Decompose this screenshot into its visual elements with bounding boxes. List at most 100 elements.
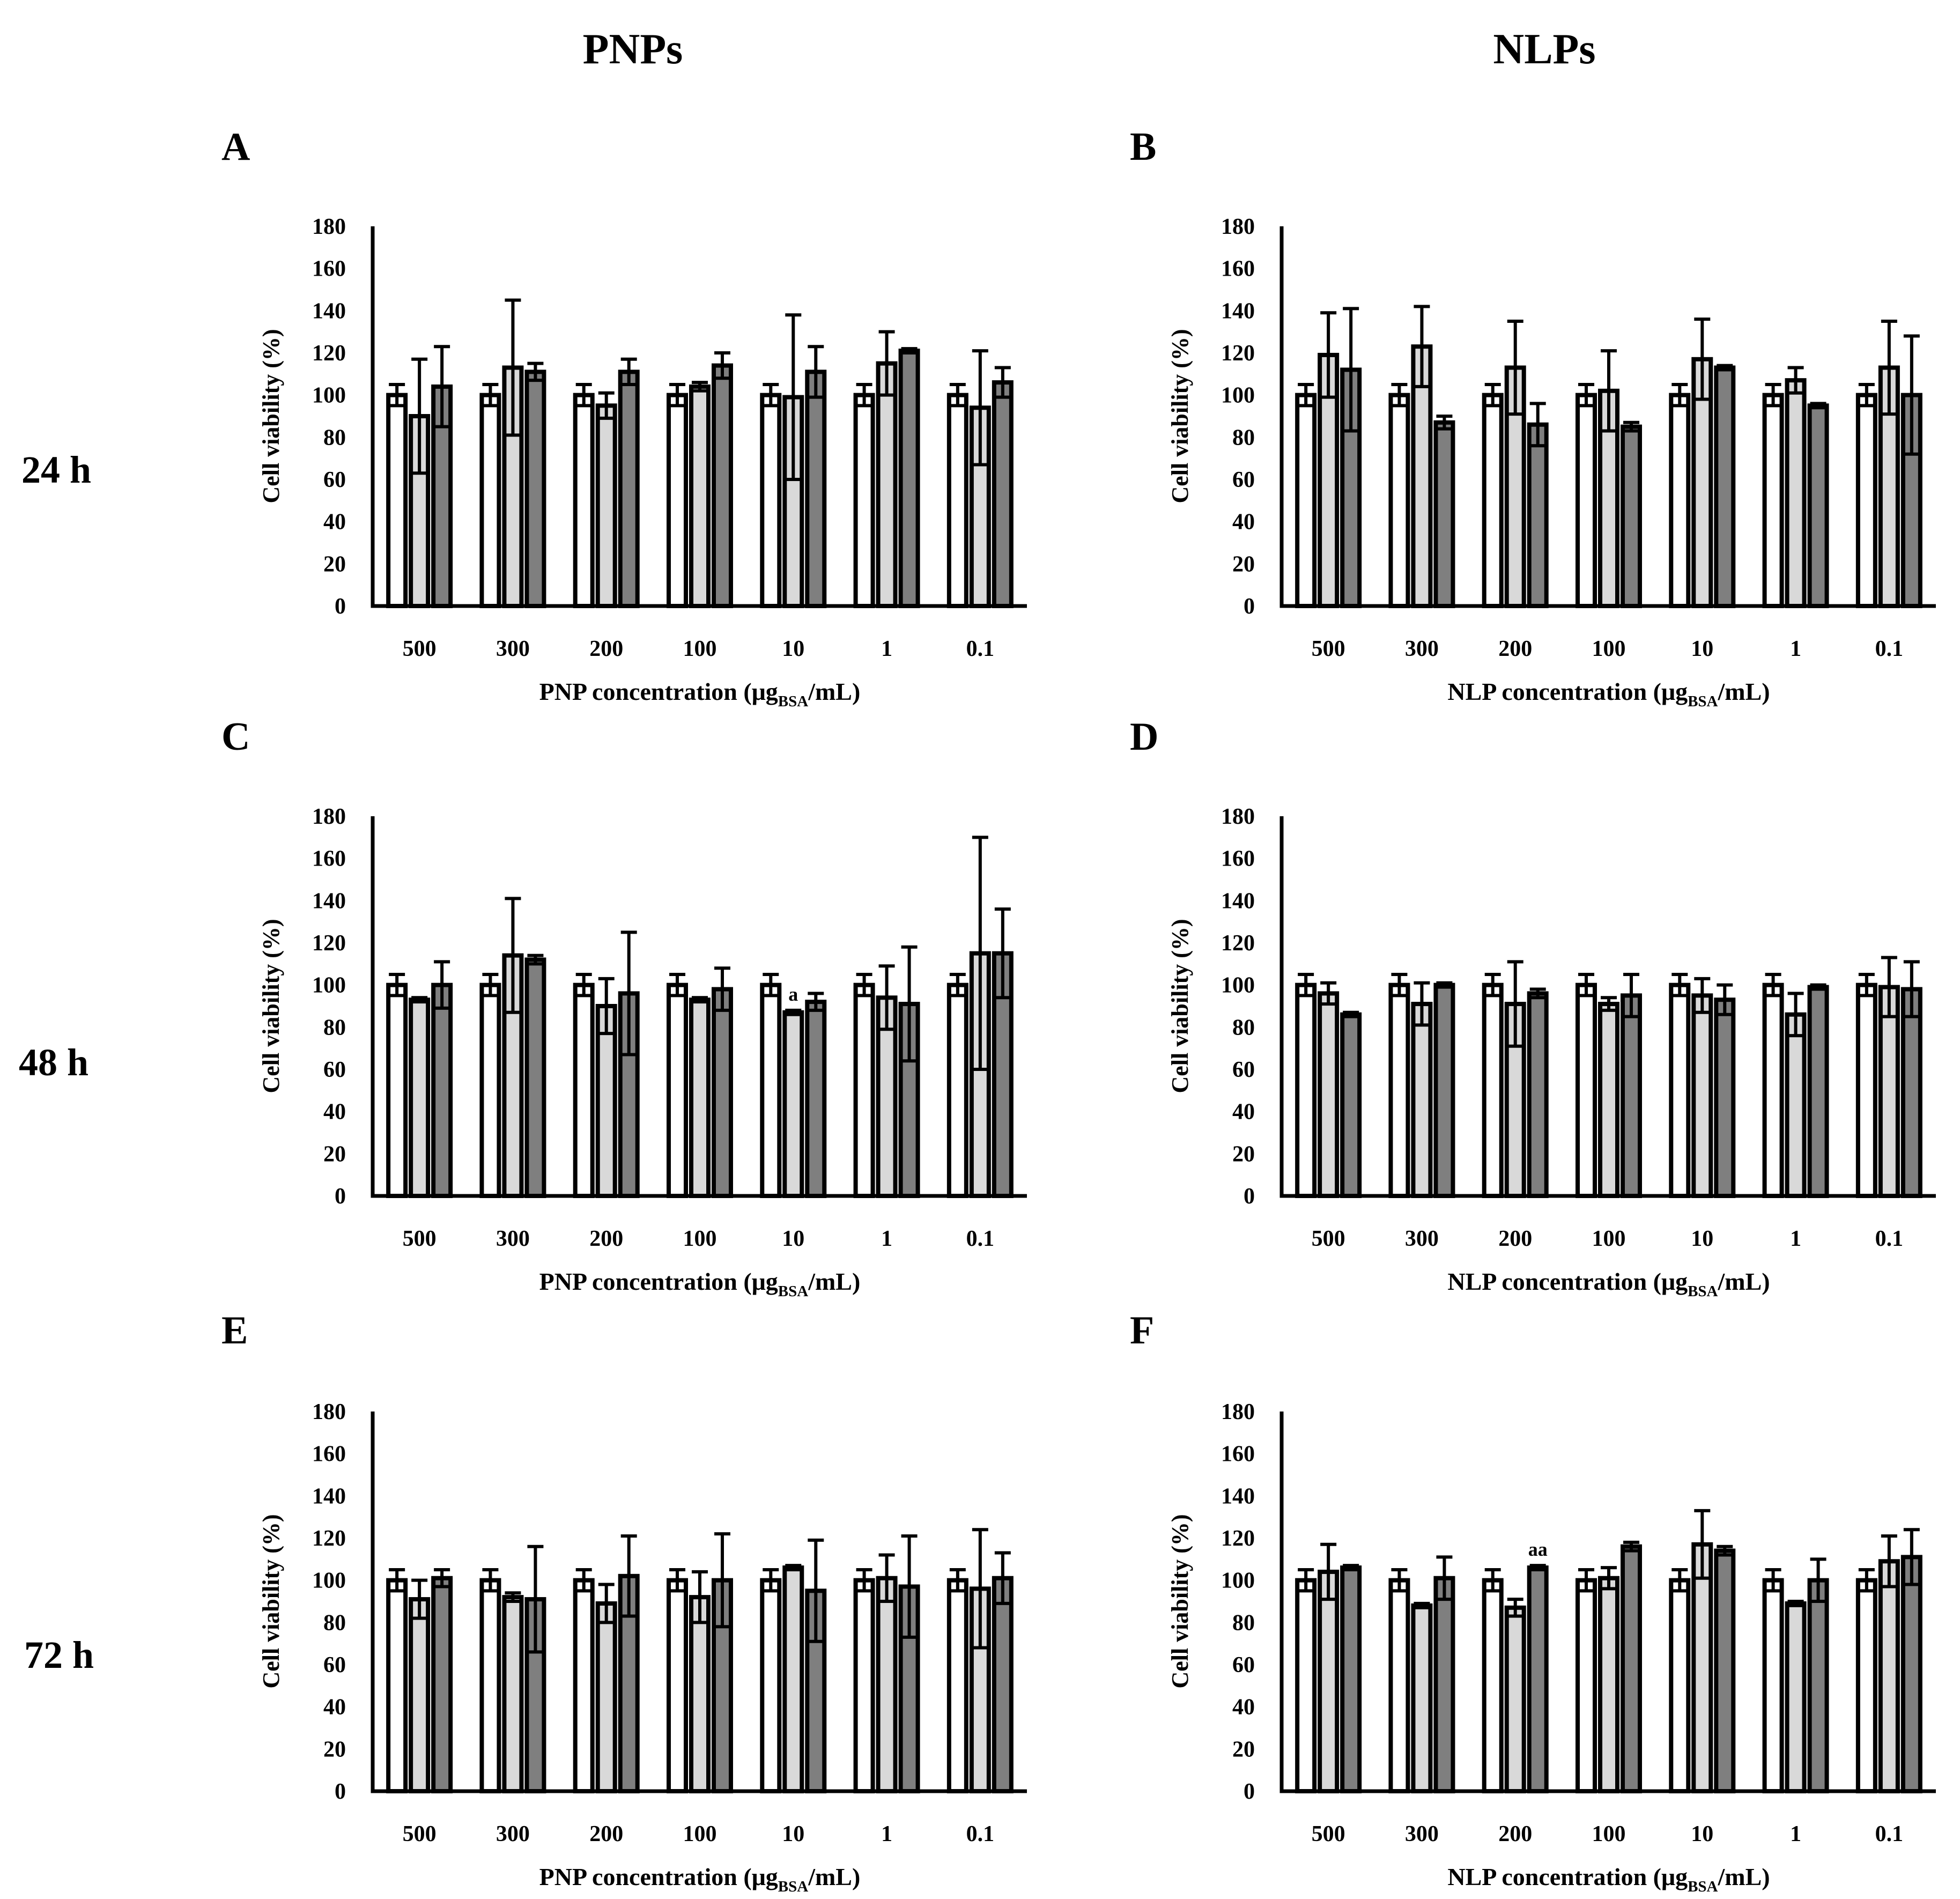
- y-tick-label: 100: [312, 383, 346, 408]
- bar-series-1: [479, 393, 501, 609]
- x-axis-label-subscript: BSA: [778, 1283, 808, 1300]
- bar-series-3: [712, 363, 733, 608]
- x-category-label: 1: [881, 637, 892, 661]
- x-category-label: 10: [1691, 1822, 1713, 1846]
- bar-series-2: [689, 997, 711, 1198]
- bar-series-3: [1433, 982, 1455, 1198]
- y-tick-label: 100: [1221, 1569, 1255, 1593]
- bar-series-1: [1482, 393, 1504, 609]
- bar-series-1: [1388, 1578, 1410, 1794]
- y-axis-label: Cell viability (%): [1167, 1514, 1193, 1688]
- x-axis-label-subscript: BSA: [778, 1878, 808, 1895]
- bar-series-2: [1411, 1603, 1433, 1794]
- y-tick-label: 60: [323, 1653, 346, 1678]
- y-tick-label: 140: [312, 1484, 346, 1509]
- y-tick-label: 120: [1221, 931, 1255, 956]
- bar-series-3: [431, 982, 453, 1198]
- x-axis-label-subscript: BSA: [1688, 1283, 1718, 1300]
- y-tick-label: 120: [312, 341, 346, 366]
- bar-series-1: [573, 393, 595, 609]
- y-tick-label: 0: [335, 1779, 346, 1804]
- bar-series-1: [386, 393, 408, 609]
- x-axis-label-main: PNP concentration (μg: [539, 678, 778, 705]
- y-tick-label: 80: [323, 1610, 346, 1635]
- x-axis-label-end: /mL): [1718, 678, 1770, 705]
- bar-series-3: [1807, 403, 1829, 608]
- column-title-nlps: NLPs: [1493, 26, 1595, 73]
- bar-series-1: [479, 1578, 501, 1794]
- x-category-label: 10: [782, 1822, 804, 1846]
- y-tick-label: 180: [1221, 215, 1255, 239]
- bar-series-2: [1878, 1559, 1900, 1793]
- bar-series-1: [573, 1578, 595, 1794]
- panel-letter: A: [221, 125, 250, 169]
- bar-series-1: [946, 1578, 968, 1794]
- axes: [1279, 226, 1936, 608]
- y-tick-label: 0: [1244, 1779, 1255, 1804]
- x-category-label: 0.1: [1875, 637, 1904, 661]
- x-axis-label: PNP concentration (μgBSA/mL): [539, 678, 861, 710]
- x-category-label: 1: [1790, 1822, 1801, 1846]
- panel-letter: C: [221, 715, 250, 759]
- bar-series-1: [946, 393, 968, 609]
- x-category-label: 10: [1691, 637, 1713, 661]
- bar-series-1: [386, 1578, 408, 1794]
- x-axis-label: NLP concentration (μgBSA/mL): [1447, 1863, 1770, 1895]
- bar-series-1: [1762, 1578, 1784, 1794]
- bar-series-1: [1855, 393, 1877, 609]
- y-tick-label: 100: [312, 973, 346, 998]
- y-tick-label: 160: [1221, 1442, 1255, 1467]
- y-axis-label: Cell viability (%): [258, 919, 284, 1093]
- x-category-label: 1: [1790, 1226, 1801, 1251]
- x-category-label: 1: [881, 1822, 892, 1846]
- x-category-label: 0.1: [966, 637, 995, 661]
- bar-series-1: [1762, 393, 1784, 609]
- y-tick-label: 60: [1232, 1653, 1255, 1678]
- x-axis-label-main: NLP concentration (μg: [1447, 1268, 1688, 1295]
- x-axis-label-subscript: BSA: [778, 693, 808, 710]
- bar-series-1: [1669, 393, 1691, 609]
- y-tick-label: 180: [1221, 804, 1255, 829]
- bar-series-1: [760, 982, 782, 1198]
- bar-series-1: [667, 982, 688, 1198]
- x-category-label: 1: [1790, 637, 1801, 661]
- y-tick-label: 60: [323, 1058, 346, 1082]
- bar-series-1: [760, 1578, 782, 1794]
- bar-series-2: [1318, 1569, 1340, 1794]
- axes: [371, 1412, 1027, 1793]
- bar-series-3: [992, 380, 1014, 608]
- chart-panel-c: C 0 20 40 60 80 100 120 140 160 180 Cell viability …: [221, 715, 1027, 1300]
- x-category-label: 10: [782, 1226, 804, 1251]
- x-category-label: 300: [1405, 637, 1439, 661]
- y-tick-label: 140: [1221, 299, 1255, 323]
- chart-panel-e: E 0 20 40 60 80 100 120 140 160 180 Cell viability …: [221, 1309, 1027, 1895]
- x-axis-label-main: PNP concentration (μg: [539, 1863, 778, 1890]
- y-tick-label: 40: [1232, 1100, 1255, 1125]
- bar-series-3: [1621, 1544, 1642, 1794]
- y-tick-label: 40: [323, 1100, 346, 1125]
- bar-series-2: [876, 1576, 898, 1794]
- bar-series-2: [595, 1004, 617, 1198]
- bar-series-1: [479, 982, 501, 1198]
- y-tick-label: 100: [312, 1569, 346, 1593]
- y-tick-label: 160: [1221, 847, 1255, 871]
- x-axis-label-subscript: BSA: [1688, 693, 1718, 710]
- bar-series-1: [1388, 393, 1410, 609]
- axes: [1279, 1412, 1936, 1793]
- bar-series-3: [1900, 1555, 1922, 1793]
- bar-series-2: [409, 997, 431, 1198]
- y-tick-label: 20: [323, 552, 346, 577]
- y-tick-label: 180: [1221, 1400, 1255, 1424]
- x-category-label: 100: [1592, 1822, 1626, 1846]
- y-tick-label: 140: [1221, 889, 1255, 913]
- bar-series-1: [1295, 1578, 1317, 1794]
- y-tick-label: 140: [1221, 1484, 1255, 1509]
- bar-series-3: [524, 370, 546, 609]
- bar-series-3: [1807, 1578, 1829, 1794]
- x-category-label: 1: [881, 1226, 892, 1251]
- x-category-label: 0.1: [966, 1822, 995, 1846]
- bar-series-1: [1576, 393, 1597, 609]
- bar-series-3: [1714, 365, 1736, 608]
